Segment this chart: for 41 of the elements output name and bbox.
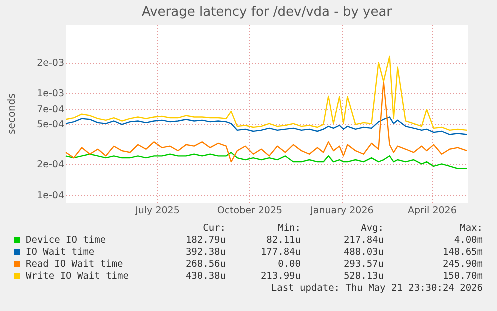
y-tick-label: 2e-04: [37, 160, 64, 171]
legend-label: Device IO time: [26, 235, 106, 246]
y-tick-label: 1e-03: [37, 88, 64, 100]
line-series: [65, 56, 468, 132]
text: 82.11u: [266, 235, 301, 246]
text: Avg:: [361, 223, 384, 234]
text: 245.90m: [442, 259, 484, 270]
line-series: [65, 152, 468, 170]
y-axis-title: seconds: [7, 94, 18, 134]
text: Max:: [460, 223, 483, 234]
y-tick-label: 1e-04: [37, 190, 64, 202]
line-series: [65, 116, 468, 136]
text: Cur:: [203, 223, 226, 234]
text: 177.84u: [260, 247, 301, 258]
y-tick-label: 5e-04: [37, 119, 64, 130]
x-tick-label: July 2025: [134, 206, 180, 216]
y-tick-label: 2e-03: [37, 58, 64, 70]
text: 0.00: [278, 259, 302, 270]
chart-title: Average latency for /dev/vda - by year: [142, 5, 393, 20]
text: 488.03u: [344, 247, 384, 258]
legend-label: IO Wait time: [26, 247, 95, 258]
text: 148.65m: [442, 247, 484, 258]
text: 268.56u: [186, 259, 226, 270]
text: 293.57u: [344, 259, 384, 270]
legend-label: Read IO Wait time: [26, 259, 124, 270]
text: Min:: [278, 223, 301, 234]
x-tick-label: April 2026: [408, 206, 457, 216]
text: 217.84u: [344, 235, 384, 246]
text: 182.79u: [186, 235, 226, 246]
text: 392.38u: [186, 247, 226, 258]
x-tick-label: October 2025: [217, 206, 283, 216]
line-series: [65, 81, 468, 163]
legend-label: Write IO Wait time: [26, 271, 130, 282]
text: 4.00m: [454, 235, 484, 246]
y-tick-label: 7e-04: [37, 104, 64, 116]
text: 150.70m: [442, 271, 484, 282]
text: 430.38u: [186, 271, 226, 282]
text: 528.13u: [344, 271, 384, 282]
text: 213.99u: [260, 271, 301, 282]
text: Last update: Thu May 21 23:30:24 2026: [271, 283, 484, 294]
x-tick-label: January 2026: [310, 206, 374, 216]
